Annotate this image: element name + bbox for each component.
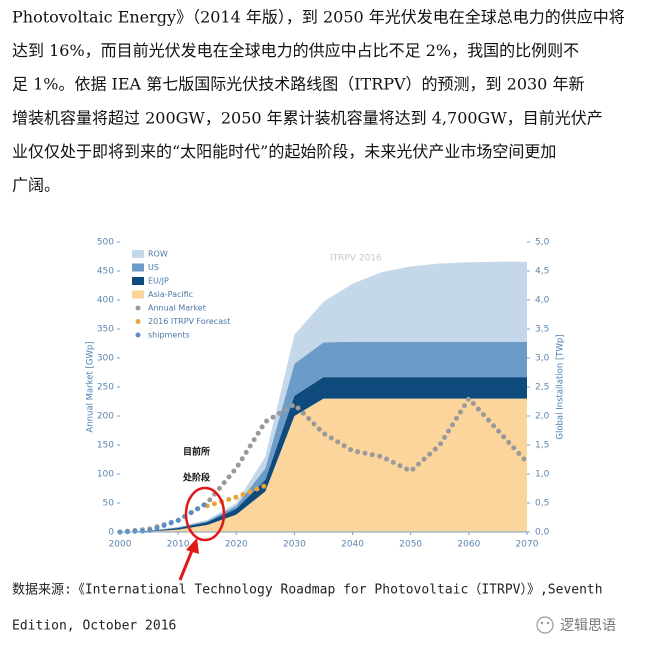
y-tick-label: 350 [97,325,114,335]
paragraph-line: 足 1%。依据 IEA 第七版国际光伏技术路线图（ITRPV）的预测，到 203… [12,75,584,94]
x-tick-label: 2040 [341,540,364,550]
legend-label: Annual Market [148,304,206,313]
y-tick-label: 400 [97,296,114,306]
paragraph-line: 增装机容量将超过 200GW，2050 年累计装机容量将达到 4,700GW，目… [12,108,603,127]
y2-tick-label: 1,0 [535,470,550,480]
y2-tick-label: 5,0 [535,238,550,248]
y-tick-label: 450 [97,267,114,277]
dotted-line [117,500,210,535]
y-tick-label: 150 [97,441,114,451]
y-tick-label: 0 [108,528,114,538]
legend-label: EU/JP [148,277,169,286]
legend-swatch [132,263,144,272]
legend-swatch [135,332,141,338]
y-axis-label: Annual Market [GWp] [86,341,96,432]
dotted-line [117,394,530,535]
legend-swatch [135,319,141,324]
caption-line: Edition, October 2016 [12,619,176,634]
y2-tick-label: 0,5 [535,499,549,509]
y2-tick-label: 4,0 [535,296,550,306]
legend-swatch [132,250,144,258]
annotation: 目前所 [183,446,210,458]
y-tick-label: 250 [97,383,114,393]
legend-swatch [132,290,144,299]
paragraph-line: 广阔。 [12,176,60,195]
highlight-circle [184,486,226,542]
x-tick-label: 2060 [457,540,480,550]
caption-line: 数据来源:《International Technology Roadmap f… [12,583,603,598]
arrow [178,538,199,581]
y-tick-label: 100 [97,470,114,480]
x-tick-label: 2030 [283,540,306,550]
x-tick-label: 2010 [167,540,190,550]
legend-swatch [135,305,141,311]
y2-tick-label: 2,5 [535,383,549,393]
watermark-icon [536,616,554,634]
chart-watermark: ITRPV 2016 [330,254,382,264]
y2-tick-label: 1,5 [535,441,549,451]
legend-label: US [148,263,159,272]
paragraph-line: Photovoltaic Energy》（2014 年版），到 2050 年光伏… [12,8,625,27]
legend-label: Asia-Pacific [148,290,193,299]
annotation: 处阶段 [182,472,211,484]
stacked-area [120,398,527,532]
y-tick-label: 300 [97,354,114,364]
dotted-line [204,483,268,509]
y2-tick-label: 2,0 [535,412,550,422]
paragraph-line: 达到 16%，而目前光伏发电在全球电力的供应中占比不足 2%，我国的比例则不 [12,41,579,60]
y-tick-label: 200 [97,412,114,422]
y2-tick-label: 4,5 [535,267,549,277]
stacked-area [120,377,527,532]
x-tick-label: 2000 [109,540,132,550]
legend-swatch [132,277,144,285]
legend-label: ROW [148,250,168,259]
legend-label: 2016 ITRPV Forecast [148,317,230,326]
watermark: 逻辑思语 [560,618,616,634]
stacked-area [120,261,527,532]
y-tick-label: 500 [97,238,114,248]
x-tick-label: 2050 [399,540,422,550]
x-tick-label: 2020 [225,540,248,550]
y2-tick-label: 3,5 [535,325,549,335]
y2-tick-label: 3,0 [535,354,550,364]
legend-label: shipments [148,331,190,340]
y2-tick-label: 0,0 [535,528,550,538]
paragraph-line: 业仅仅处于即将到来的“太阳能时代”的起始阶段，未来光伏产业市场空间更加 [12,142,556,161]
y-tick-label: 50 [103,499,115,509]
stacked-area [120,341,527,532]
y2-axis-label: Global Installation [TWp] [556,334,566,439]
x-tick-label: 2070 [516,540,539,550]
